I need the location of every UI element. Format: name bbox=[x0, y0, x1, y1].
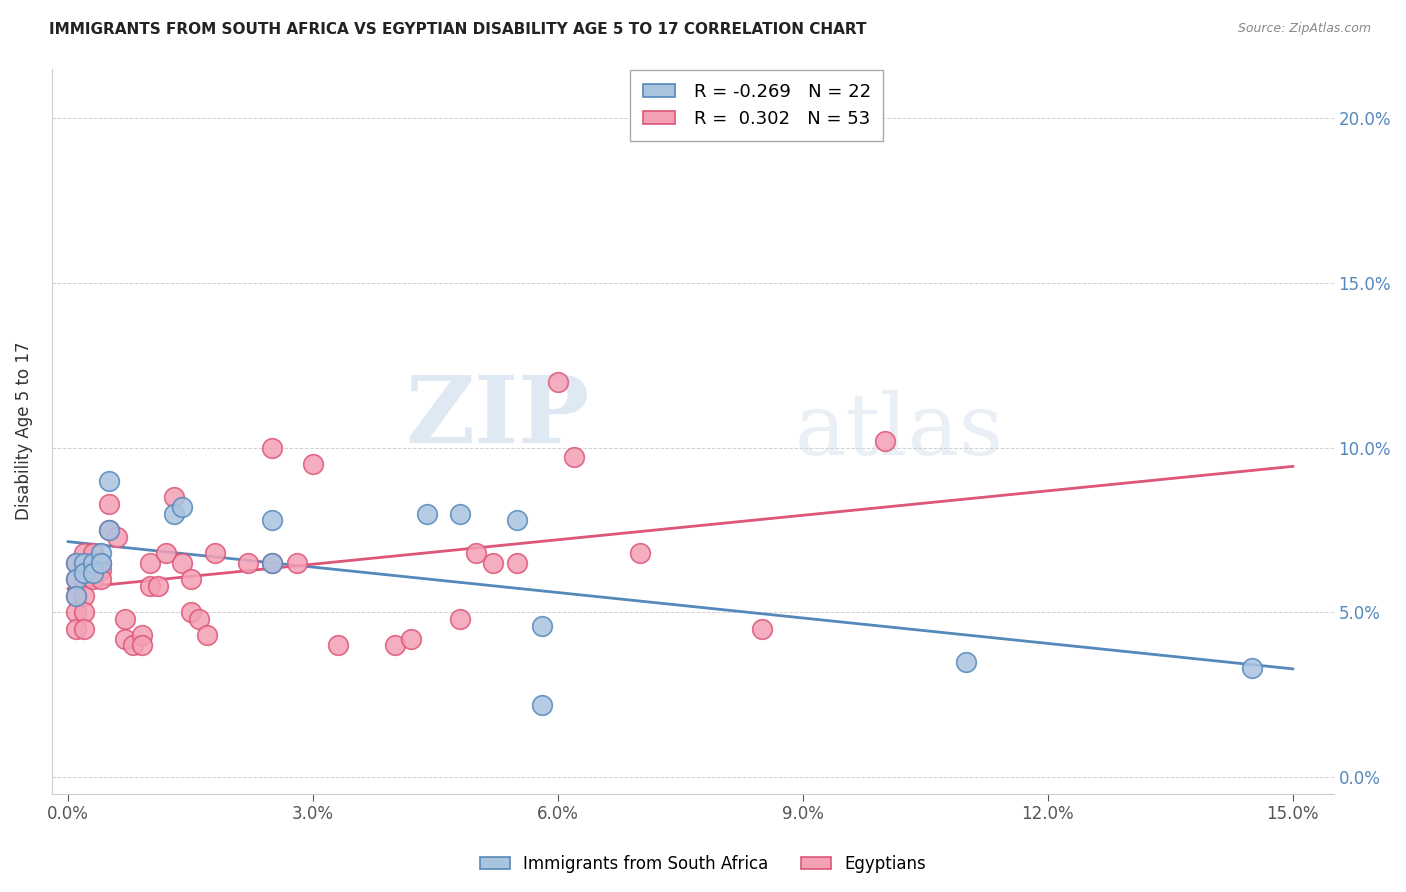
Point bbox=[262, 556, 284, 570]
Point bbox=[547, 375, 569, 389]
Point bbox=[195, 628, 218, 642]
Point bbox=[114, 632, 136, 646]
Point bbox=[562, 450, 585, 465]
Point bbox=[873, 434, 896, 448]
Point bbox=[97, 523, 120, 537]
Point bbox=[97, 497, 120, 511]
Point bbox=[65, 589, 87, 603]
Text: atlas: atlas bbox=[796, 390, 1004, 473]
Point bbox=[73, 606, 96, 620]
Point bbox=[65, 622, 87, 636]
Point bbox=[449, 612, 471, 626]
Point bbox=[65, 556, 87, 570]
Point bbox=[155, 546, 177, 560]
Point bbox=[146, 579, 169, 593]
Point bbox=[138, 579, 160, 593]
Point bbox=[751, 622, 773, 636]
Point bbox=[90, 546, 112, 560]
Point bbox=[530, 618, 553, 632]
Point bbox=[97, 474, 120, 488]
Point bbox=[262, 556, 284, 570]
Point bbox=[187, 612, 209, 626]
Legend: R = -0.269   N = 22, R =  0.302   N = 53: R = -0.269 N = 22, R = 0.302 N = 53 bbox=[630, 70, 883, 141]
Text: ZIP: ZIP bbox=[406, 372, 591, 461]
Text: Source: ZipAtlas.com: Source: ZipAtlas.com bbox=[1237, 22, 1371, 36]
Point bbox=[530, 698, 553, 712]
Point bbox=[955, 655, 977, 669]
Point bbox=[97, 523, 120, 537]
Point bbox=[180, 573, 202, 587]
Point bbox=[262, 513, 284, 527]
Point bbox=[285, 556, 308, 570]
Point bbox=[628, 546, 651, 560]
Y-axis label: Disability Age 5 to 17: Disability Age 5 to 17 bbox=[15, 342, 32, 520]
Point bbox=[82, 562, 104, 576]
Point bbox=[481, 556, 503, 570]
Point bbox=[204, 546, 226, 560]
Point bbox=[236, 556, 259, 570]
Point bbox=[90, 556, 112, 570]
Point bbox=[302, 457, 325, 471]
Point bbox=[449, 507, 471, 521]
Point bbox=[82, 556, 104, 570]
Point bbox=[172, 556, 194, 570]
Point bbox=[82, 573, 104, 587]
Point bbox=[131, 628, 153, 642]
Point bbox=[73, 589, 96, 603]
Point bbox=[326, 638, 349, 652]
Point bbox=[65, 556, 87, 570]
Point bbox=[73, 562, 96, 576]
Point bbox=[73, 546, 96, 560]
Point bbox=[65, 606, 87, 620]
Point bbox=[105, 530, 128, 544]
Point bbox=[65, 573, 87, 587]
Legend: Immigrants from South Africa, Egyptians: Immigrants from South Africa, Egyptians bbox=[472, 848, 934, 880]
Point bbox=[73, 573, 96, 587]
Point bbox=[82, 546, 104, 560]
Text: IMMIGRANTS FROM SOUTH AFRICA VS EGYPTIAN DISABILITY AGE 5 TO 17 CORRELATION CHAR: IMMIGRANTS FROM SOUTH AFRICA VS EGYPTIAN… bbox=[49, 22, 866, 37]
Point bbox=[180, 606, 202, 620]
Point bbox=[506, 556, 529, 570]
Point bbox=[416, 507, 439, 521]
Point bbox=[465, 546, 488, 560]
Point bbox=[262, 441, 284, 455]
Point bbox=[1240, 661, 1263, 675]
Point bbox=[65, 589, 87, 603]
Point bbox=[90, 573, 112, 587]
Point bbox=[138, 556, 160, 570]
Point bbox=[73, 556, 96, 570]
Point bbox=[122, 638, 145, 652]
Point bbox=[90, 556, 112, 570]
Point bbox=[399, 632, 422, 646]
Point bbox=[73, 622, 96, 636]
Point bbox=[131, 638, 153, 652]
Point bbox=[163, 507, 186, 521]
Point bbox=[114, 612, 136, 626]
Point bbox=[163, 490, 186, 504]
Point bbox=[506, 513, 529, 527]
Point bbox=[65, 573, 87, 587]
Point bbox=[384, 638, 406, 652]
Point bbox=[172, 500, 194, 514]
Point bbox=[73, 566, 96, 580]
Point bbox=[90, 562, 112, 576]
Point bbox=[82, 566, 104, 580]
